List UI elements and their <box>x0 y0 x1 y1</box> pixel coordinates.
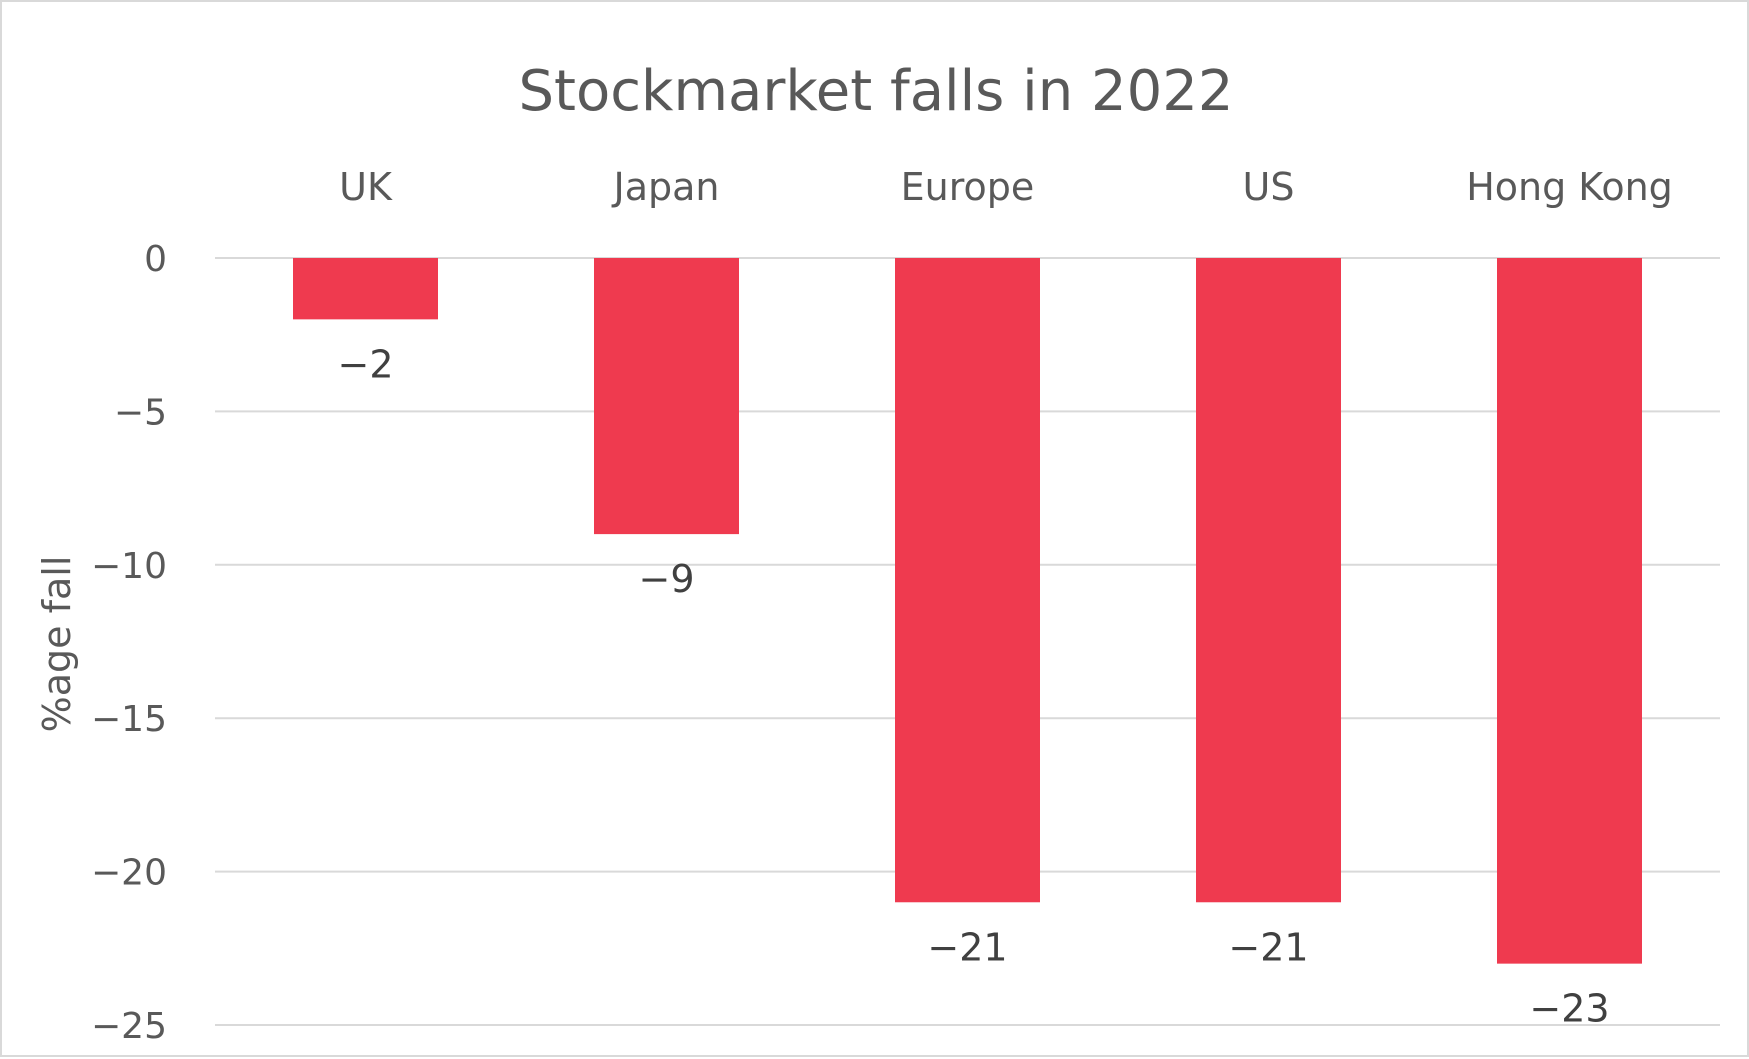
bars <box>293 258 1642 964</box>
y-axis-ticks: 0 −5 −10 −15 −20 −25 <box>91 239 167 1047</box>
data-label-japan: −9 <box>638 557 694 601</box>
data-labels: −2 −9 −21 −21 −23 <box>337 342 1609 1030</box>
bar-japan <box>594 258 739 535</box>
data-label-hong-kong: −23 <box>1529 987 1609 1031</box>
category-label-uk: UK <box>339 165 393 209</box>
category-label-us: US <box>1243 165 1295 209</box>
bar-europe <box>895 258 1040 903</box>
bar-uk <box>293 258 438 320</box>
category-labels: UK Japan Europe US Hong Kong <box>339 165 1673 209</box>
y-tick-label-5: −25 <box>91 1006 167 1047</box>
y-tick-label-3: −15 <box>91 699 167 740</box>
data-label-europe: −21 <box>927 925 1007 969</box>
data-label-us: −21 <box>1228 925 1308 969</box>
y-tick-label-4: −20 <box>91 853 167 894</box>
data-label-uk: −2 <box>337 342 393 386</box>
chart-title: Stockmarket falls in 2022 <box>518 59 1233 124</box>
bar-us <box>1196 258 1341 903</box>
y-axis-title: %age fall <box>35 556 79 733</box>
bar-hong-kong <box>1497 258 1642 964</box>
category-label-japan: Japan <box>612 165 720 209</box>
y-tick-label-2: −10 <box>91 546 167 587</box>
y-tick-label-0: 0 <box>144 239 167 280</box>
category-label-europe: Europe <box>901 165 1035 209</box>
y-tick-label-1: −5 <box>114 392 167 433</box>
category-label-hong-kong: Hong Kong <box>1466 165 1673 209</box>
